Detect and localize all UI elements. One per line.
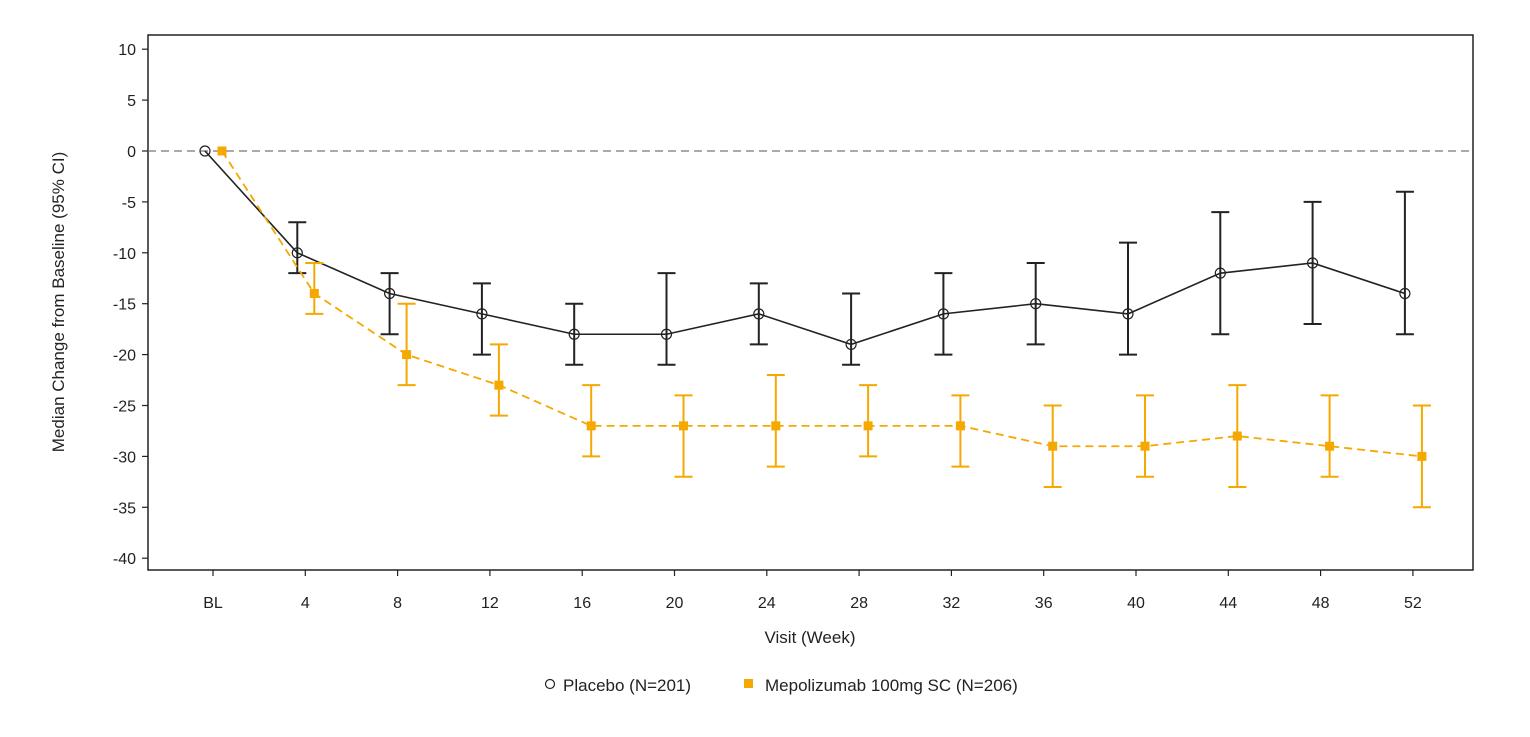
error-bar [565, 302, 584, 366]
y-tick-label: 5 [127, 93, 136, 110]
error-bar [749, 282, 768, 346]
data-point [586, 421, 596, 431]
x-tick-label: 4 [301, 595, 310, 612]
legend-mepolizumab-label: Mepolizumab 100mg SC (N=206) [765, 676, 1018, 695]
data-point [937, 308, 950, 320]
data-point [384, 287, 396, 300]
error-bar [951, 394, 970, 468]
y-tick-label: -20 [113, 348, 136, 365]
data-point [1232, 431, 1242, 441]
plot-frame [147, 34, 1474, 571]
data-point [1030, 298, 1042, 310]
error-bar [397, 302, 416, 387]
data-point [845, 338, 857, 351]
error-bar [1026, 261, 1045, 346]
y-axis-title: Median Change from Baseline (95% CI) [49, 152, 68, 452]
x-axis: BL 4 8 12 16 20 24 28 32 36 40 44 48 52 [203, 570, 1422, 612]
y-tick-label: -30 [113, 449, 136, 466]
x-tick-label: BL [203, 595, 223, 612]
data-point [476, 308, 488, 320]
x-axis-title: Visit (Week) [764, 628, 855, 647]
data-point [568, 328, 580, 340]
error-bar [305, 261, 324, 315]
data-point [199, 145, 211, 157]
error-bar [380, 272, 399, 336]
legend-placebo-label: Placebo (N=201) [563, 676, 691, 695]
error-bar [489, 343, 508, 417]
error-bar [1136, 394, 1154, 478]
series-group [199, 145, 1431, 509]
x-tick-label: 48 [1312, 595, 1330, 612]
x-tick-label: 36 [1035, 595, 1053, 612]
y-tick-label: -10 [113, 246, 136, 263]
data-point [402, 350, 412, 360]
data-point [863, 421, 873, 431]
data-point [1417, 451, 1427, 461]
data-point [1214, 267, 1226, 279]
x-tick-label: 52 [1404, 595, 1422, 612]
legend: Placebo (N=201) Mepolizumab 100mg SC (N=… [544, 676, 1018, 695]
data-point [1399, 287, 1411, 300]
error-bar [657, 272, 676, 366]
data-point [494, 380, 504, 390]
error-bar [766, 373, 785, 468]
data-point [679, 421, 688, 431]
legend-mepolizumab-marker [744, 679, 753, 688]
series-line [221, 150, 1422, 458]
x-tick-label: 24 [758, 595, 776, 612]
data-point [1306, 257, 1319, 269]
data-point [1325, 441, 1335, 451]
data-point [1140, 441, 1150, 451]
y-tick-label: 0 [127, 144, 136, 161]
data-point [660, 328, 673, 340]
y-axis: 10 5 0 -5 -10 -15 -20 -25 -30 -35 -40 [113, 42, 148, 568]
y-tick-label: -40 [113, 551, 136, 568]
x-tick-label: 12 [481, 595, 499, 612]
data-point [771, 421, 781, 431]
data-point [309, 289, 319, 299]
series-placebo [199, 145, 1414, 366]
error-bar [1119, 241, 1137, 356]
error-bar [934, 272, 953, 356]
error-bar [1320, 394, 1339, 478]
y-tick-label: -5 [122, 195, 136, 212]
error-bar [1211, 211, 1230, 336]
data-point [1122, 308, 1134, 320]
x-tick-label: 44 [1219, 595, 1237, 612]
y-tick-label: -35 [113, 500, 136, 517]
legend-placebo-marker [544, 678, 556, 690]
x-tick-label: 40 [1127, 595, 1145, 612]
error-bar [1303, 200, 1322, 326]
y-tick-label: -25 [113, 399, 136, 416]
x-tick-label: 8 [393, 595, 402, 612]
data-point [217, 146, 227, 156]
series-line [204, 150, 1406, 346]
data-point [753, 308, 765, 320]
x-tick-label: 28 [850, 595, 868, 612]
x-tick-label: 16 [573, 595, 591, 612]
error-bar [582, 384, 601, 458]
error-bar [859, 384, 878, 458]
data-point [291, 247, 303, 259]
error-bar [1395, 190, 1414, 336]
x-tick-label: 32 [943, 595, 961, 612]
error-bar [842, 292, 861, 366]
data-point [955, 421, 965, 431]
series-mepolizumab [217, 146, 1431, 509]
x-tick-label: 20 [666, 595, 684, 612]
y-tick-label: -15 [113, 297, 136, 314]
data-point [1048, 441, 1058, 451]
error-bar [674, 394, 693, 478]
y-tick-label: 10 [118, 42, 136, 59]
